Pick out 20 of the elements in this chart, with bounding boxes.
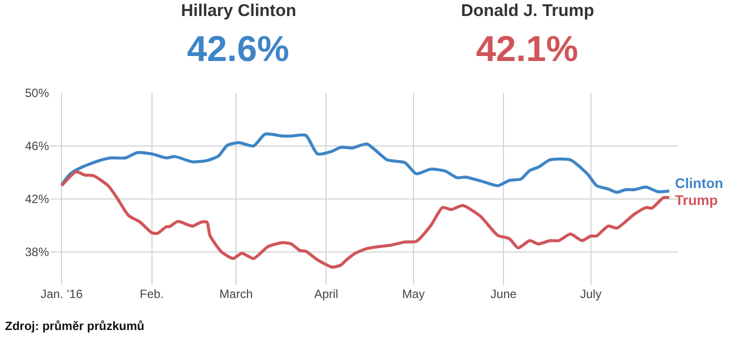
line-series — [60, 170, 671, 269]
series-label: Trump — [675, 192, 718, 208]
text: Donald J. Trump — [461, 1, 594, 20]
line-series — [60, 132, 671, 194]
x-tick-label: March — [219, 287, 253, 301]
y-tick-label: 46% — [24, 139, 50, 154]
text: 42.1% — [476, 28, 578, 69]
y-tick-label: 42% — [24, 192, 50, 206]
x-tick-label: Jan. ’16 — [40, 287, 83, 301]
y-tick-label: 50% — [24, 86, 50, 100]
x-tick-label: May — [402, 287, 425, 301]
x-tick-label: June — [490, 287, 517, 301]
x-tick-label: Feb. — [140, 287, 164, 301]
text: Zdroj: průměr průzkumů — [5, 319, 144, 333]
text: Hillary Clinton — [181, 1, 296, 20]
y-tick-label: 38% — [24, 245, 50, 260]
x-tick-label: July — [580, 287, 602, 301]
x-tick-label: April — [314, 287, 338, 301]
text: 42.6% — [187, 28, 290, 69]
series-label: Clinton — [675, 175, 724, 191]
